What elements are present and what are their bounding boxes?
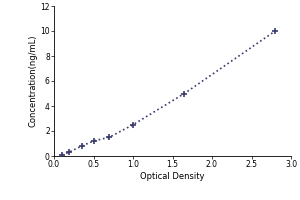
X-axis label: Optical Density: Optical Density	[140, 172, 205, 181]
Y-axis label: Concentration(ng/mL): Concentration(ng/mL)	[28, 35, 38, 127]
